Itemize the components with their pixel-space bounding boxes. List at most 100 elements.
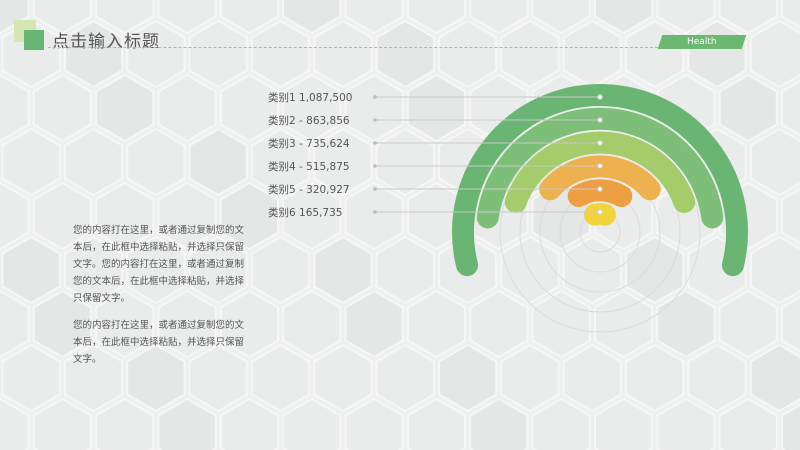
background-hexagon [282, 0, 342, 35]
background-hexagon [64, 235, 124, 305]
background-hexagon [344, 289, 404, 359]
leader-end-dot [597, 117, 603, 123]
background-hexagon [95, 73, 155, 143]
background-hexagon [188, 235, 248, 305]
background-hexagon [781, 295, 800, 353]
background-hexagon [344, 397, 404, 450]
background-hexagon [126, 127, 186, 197]
background-hexagon [282, 397, 342, 450]
chart-label-5: 类别5 - 320,927 [268, 183, 350, 196]
background-hexagon [0, 0, 30, 35]
background-hexagon [188, 19, 248, 89]
background-hexagon [0, 181, 30, 251]
background-hexagon [469, 397, 529, 450]
background-hexagon [95, 397, 155, 450]
background-hexagon [251, 19, 311, 89]
background-hexagon [469, 0, 529, 35]
background-hexagon [718, 289, 778, 359]
background-hexagon [406, 73, 467, 143]
background-hexagon [438, 343, 498, 413]
background-hexagon [438, 19, 498, 89]
background-hexagon [251, 235, 311, 305]
background-hexagon [562, 19, 622, 89]
background-hexagon [313, 127, 373, 197]
background-hexagon [1, 127, 61, 197]
background-hexagon [531, 397, 591, 450]
background-hexagon [157, 181, 217, 251]
body-paragraph-2: 您的内容打在这里，或者通过复制您的文本后，在此框中选择粘贴，并选择只保留文字。 [73, 320, 245, 365]
leader-end-dot [597, 94, 603, 100]
background-hexagon [469, 289, 529, 359]
chart-label-4: 类别4 - 515,875 [268, 160, 350, 173]
background-hexagon [656, 289, 716, 359]
background-hexagon [0, 289, 30, 359]
leader-end-dot [597, 186, 603, 192]
background-hexagon [188, 127, 248, 197]
background-hexagon [157, 289, 217, 359]
leader-end-dot [597, 163, 603, 169]
background-hexagon [32, 289, 92, 359]
chart-label-1: 类别1 1,087,500 [268, 91, 352, 104]
background-hexagon [718, 73, 778, 143]
background-hexagon [64, 127, 124, 197]
leader-dot [373, 141, 377, 145]
background-hexagon [344, 73, 404, 143]
background-hexagon [157, 73, 217, 143]
background-hexagon [375, 343, 435, 413]
background-hexagon [0, 73, 30, 143]
background-hexagon [32, 181, 92, 251]
background-hexagon [781, 0, 800, 29]
chart-label-6: 类别6 165,735 [268, 206, 342, 219]
background-hexagon [656, 0, 716, 35]
leader-end-dot [597, 140, 603, 146]
background-hexagon [718, 0, 778, 35]
background-hexagon [375, 19, 435, 89]
background-hexagon [781, 403, 800, 450]
chart-label-2: 类别2 - 863,856 [268, 114, 350, 127]
background-hexagon [594, 397, 654, 450]
background-hexagon [375, 235, 435, 305]
background-hexagon [219, 0, 279, 35]
leader-dot [373, 95, 377, 99]
leader-dot [373, 187, 377, 191]
background-hexagon [219, 181, 279, 251]
background-hexagon [95, 0, 155, 35]
background-hexagon [251, 127, 311, 197]
background-hexagon [32, 0, 92, 35]
background-hexagon [500, 343, 560, 413]
background-hexagon [406, 397, 467, 450]
background-hexagon [406, 0, 467, 35]
chart-leader-lines [373, 94, 603, 215]
background-hexagon [126, 19, 186, 89]
title-decoration-dark-square [24, 30, 44, 50]
background-hexagon [344, 0, 404, 35]
background-hexagon [64, 343, 124, 413]
background-hexagon [749, 235, 800, 305]
background-hexagon [126, 235, 186, 305]
background-hexagon [656, 397, 716, 450]
background-hexagon [562, 235, 622, 305]
background-hexagon [781, 79, 800, 137]
background-hexagon [594, 289, 654, 359]
background-hexagon [406, 289, 467, 359]
title-divider [48, 47, 658, 48]
background-hexagon [313, 19, 373, 89]
background-hexagon [219, 397, 279, 450]
body-paragraph-1: 您的内容打在这里，或者通过复制您的文本后，在此框中选择粘贴，并选择只保留文字。您… [73, 225, 245, 304]
chart-labels: 类别1 1,087,500 类别2 - 863,856 类别3 - 735,624 类… [268, 91, 352, 219]
background-hexagon [749, 343, 800, 413]
background-hexagon [282, 289, 342, 359]
background-hexagon [1, 343, 61, 413]
background-hexagon [219, 73, 279, 143]
background-hexagon [344, 181, 404, 251]
background-hexagon [0, 397, 30, 450]
background-hexagon [594, 0, 654, 35]
leader-end-dot [597, 209, 603, 215]
background-hexagon [219, 289, 279, 359]
background-hexagon [32, 397, 92, 450]
chart-label-3: 类别3 - 735,624 [268, 137, 350, 150]
background-hexagon [282, 73, 342, 143]
background-hexagon [126, 343, 186, 413]
background-hexagon [282, 181, 342, 251]
